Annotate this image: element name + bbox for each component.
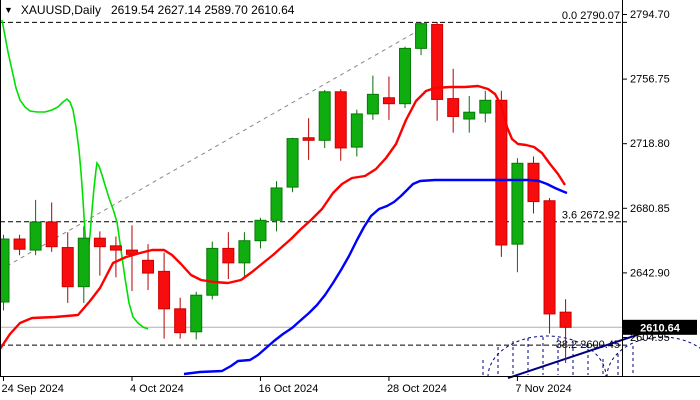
price-axis-label: 2794.70 (630, 9, 670, 21)
candle-body (29, 221, 42, 251)
date-axis-label: 28 Oct 2024 (387, 383, 447, 395)
price-axis-label: 2680.85 (630, 203, 670, 215)
candle-body (366, 93, 379, 115)
candle-body (174, 308, 187, 334)
candle-body (142, 259, 155, 274)
candle-body (350, 113, 363, 148)
candle-body (382, 97, 395, 105)
indicator-line-green (1, 19, 149, 330)
date-axis-label: 16 Oct 2024 (258, 383, 318, 395)
candle-body (511, 162, 524, 245)
price-axis-label: 2718.80 (630, 138, 670, 150)
candle-body (13, 238, 26, 250)
candle-body (254, 219, 267, 242)
title-symbol-period: XAUUSD,Daily (20, 3, 101, 17)
candle-body (495, 99, 508, 246)
date-axis-label: 24 Sep 2024 (2, 383, 64, 395)
candle-body (61, 247, 74, 288)
candle-body (527, 162, 540, 203)
fib-level-label: 0.0 2790.07 (562, 10, 620, 22)
navy-trendline-solid[interactable] (507, 333, 641, 379)
candle-body (190, 294, 203, 333)
price-axis-label: 2642.90 (630, 267, 670, 279)
symbol-dropdown-icon[interactable]: ▼ (4, 4, 13, 15)
fib-level-label: 38.2 2600.45 (556, 339, 620, 351)
fib-arc-dashed[interactable] (487, 335, 607, 378)
fib-level-label: 3.6 2672.92 (562, 209, 620, 221)
current-price-badge (623, 319, 697, 335)
chart-title: ▼ XAUUSD,Daily 2619.54 2627.14 2589.70 2… (4, 3, 294, 17)
fib-arc-dashed[interactable] (606, 336, 700, 378)
current-price-badge-label: 2610.64 (640, 322, 681, 334)
candle-body (543, 200, 556, 315)
candle-body (399, 47, 411, 105)
indicator-line-blue (183, 178, 568, 376)
candle-body (447, 98, 460, 117)
candle-body (206, 247, 219, 296)
candle-body (431, 24, 444, 100)
candle-body (0, 238, 10, 303)
candle-body (222, 247, 235, 264)
candle-body (559, 311, 572, 328)
candle-body (270, 187, 283, 221)
candle-body (479, 99, 492, 114)
trendline-dashed[interactable] (0, 24, 429, 271)
candle-body (93, 237, 106, 248)
candle-body (238, 240, 251, 264)
date-axis-label: 4 Oct 2024 (130, 383, 184, 395)
date-axis-label: 7 Nov 2024 (515, 383, 571, 395)
indicator-line-red (0, 84, 567, 350)
candle-body (286, 138, 299, 188)
candle-body (463, 111, 476, 120)
price-axis-label: 2756.75 (630, 74, 670, 86)
candle-body (45, 221, 58, 248)
candle-body (158, 270, 171, 310)
title-ohlc-values: 2619.54 2627.14 2589.70 2610.64 (110, 3, 295, 17)
candle-body (77, 237, 90, 288)
price-axis-label: 2604.95 (630, 332, 670, 344)
candle-body (109, 245, 122, 251)
candle-body (334, 91, 347, 149)
candle-body (318, 91, 331, 141)
candle-body (415, 23, 428, 49)
candle-body (302, 137, 315, 141)
